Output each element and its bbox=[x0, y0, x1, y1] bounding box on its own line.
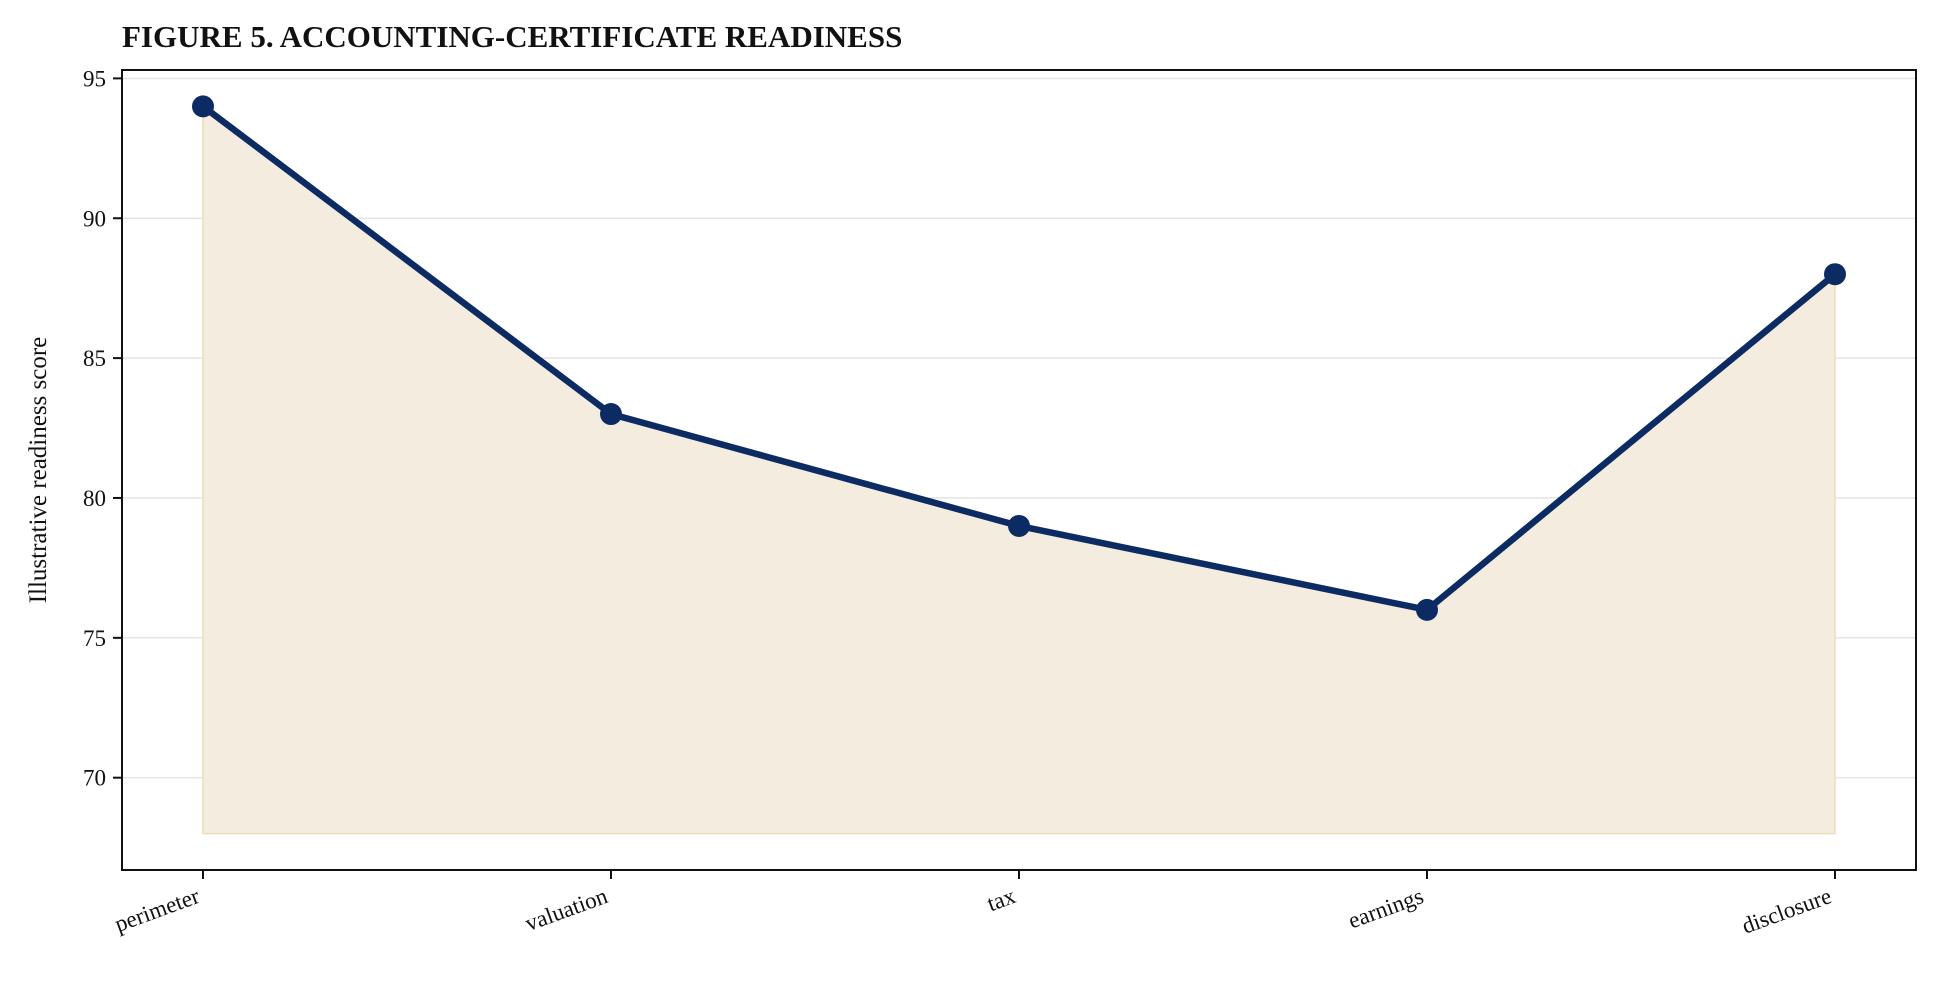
data-points bbox=[192, 95, 1846, 621]
x-axis: perimeter valuation tax earnings disclosure bbox=[111, 870, 1836, 939]
area-fill-layer bbox=[202, 104, 1836, 835]
x-tick-label-tax: tax bbox=[984, 883, 1019, 916]
y-tick-label: 70 bbox=[83, 766, 106, 791]
y-tick-label: 75 bbox=[83, 626, 106, 651]
y-axis: 70 75 80 85 90 95 bbox=[83, 66, 122, 791]
area-fill bbox=[202, 104, 1836, 835]
y-tick-label: 90 bbox=[83, 206, 106, 231]
data-point-perimeter bbox=[192, 95, 214, 118]
y-axis-label: Illustrative readiness score bbox=[25, 337, 52, 604]
chart-title: FIGURE 5. ACCOUNTING-CERTIFICATE READINE… bbox=[122, 19, 902, 54]
data-point-earnings bbox=[1416, 598, 1438, 621]
y-tick-label: 95 bbox=[83, 66, 106, 91]
data-point-tax bbox=[1008, 514, 1030, 537]
y-tick-label: 80 bbox=[83, 486, 106, 511]
data-point-valuation bbox=[600, 403, 622, 426]
data-point-disclosure bbox=[1824, 263, 1846, 286]
x-tick-label-perimeter: perimeter bbox=[111, 883, 203, 937]
x-tick-label-earnings: earnings bbox=[1345, 883, 1427, 933]
x-tick-label-valuation: valuation bbox=[522, 883, 611, 936]
y-tick-label: 85 bbox=[83, 346, 106, 371]
x-tick-label-disclosure: disclosure bbox=[1739, 883, 1835, 938]
